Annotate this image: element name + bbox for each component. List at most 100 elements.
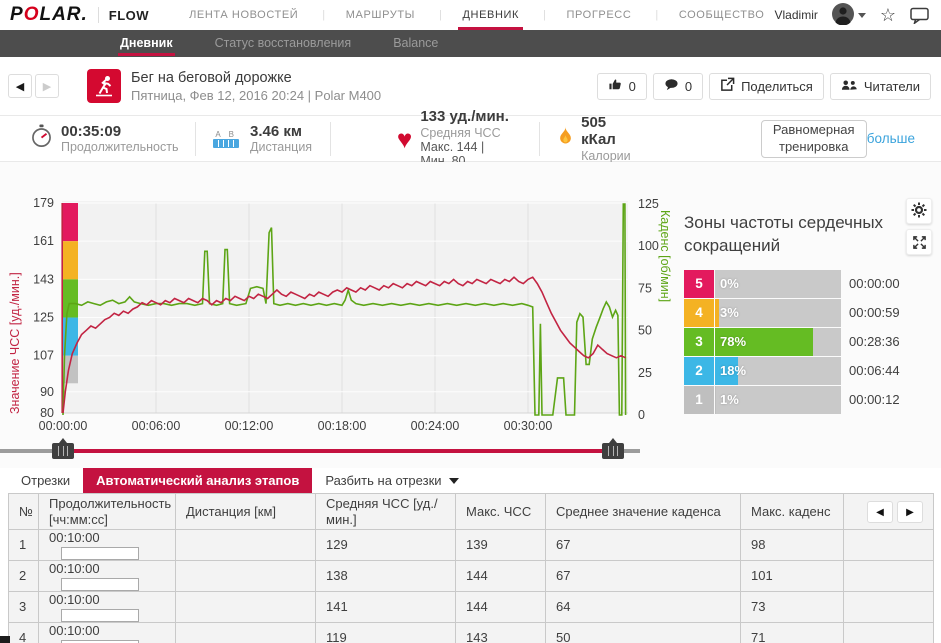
messages-icon[interactable] <box>910 7 929 24</box>
top-menu-item-label: СООБЩЕСТВО <box>678 8 765 21</box>
laps-cell: 144 <box>455 590 546 623</box>
duration-progress-box[interactable] <box>61 608 139 622</box>
divider <box>194 121 196 156</box>
duration-label: Продолжительность <box>61 139 179 154</box>
cadence-axis-label: Каденс [об/мин] <box>658 210 672 303</box>
laps-column-header: Средняя ЧСС [уд./мин.] <box>315 493 456 530</box>
summary-duration: 00:35:09 Продолжительность <box>30 123 179 155</box>
laps-tab-2[interactable]: Разбить на отрезки <box>312 468 471 493</box>
zone-time: 00:28:36 <box>849 333 900 349</box>
zone-bar-fill <box>715 385 717 414</box>
summary-calories: 505 кКал Калории <box>558 114 631 163</box>
stopwatch-icon <box>30 124 53 153</box>
summary-distance: AB 3.46 км Дистанция <box>209 123 312 155</box>
zone-number: 3 <box>684 327 714 356</box>
top-menu-item-прогресс[interactable]: ПРОГРЕСС <box>525 0 637 30</box>
duration-progress-box[interactable] <box>61 546 139 560</box>
svg-text:00:30:00: 00:30:00 <box>504 419 553 433</box>
zone-band <box>63 203 78 242</box>
laps-tabs: Отрезки Автоматический анализ этапов Разби… <box>0 468 941 493</box>
duration-progress-box[interactable] <box>61 577 139 591</box>
slider-selected-range[interactable] <box>62 449 614 453</box>
hr-zones-panel: Зоны частоты сердечных сокращений 5 0% 00:… <box>676 198 934 415</box>
laps-page-prev-button[interactable]: ◀ <box>867 501 893 524</box>
followers-button[interactable]: Читатели <box>829 72 931 100</box>
laps-cell: 138 <box>315 559 456 592</box>
zone-time: 00:06:44 <box>849 362 900 378</box>
summary-heart-rate: ♥ 133 уд./мин. Средняя ЧСС Макс. 144 | М… <box>397 108 509 168</box>
svg-text:25: 25 <box>638 366 652 380</box>
treadmill-running-icon <box>87 69 121 103</box>
laps-cell <box>175 590 316 623</box>
svg-text:00:18:00: 00:18:00 <box>318 419 367 433</box>
slider-handle-left[interactable] <box>52 438 74 459</box>
top-menu-item-label: ПРОГРЕСС <box>566 8 632 21</box>
share-icon <box>720 77 735 95</box>
laps-tab-0[interactable]: Отрезки <box>8 468 83 493</box>
laps-tab-1[interactable]: Автоматический анализ этапов <box>83 468 313 493</box>
laps-cell: 139 <box>455 528 546 561</box>
zone-number: 2 <box>684 356 714 385</box>
duration-progress-box[interactable] <box>61 639 139 643</box>
top-menu-item-маршруты[interactable]: МАРШРУТЫ <box>304 0 421 30</box>
laps-page-next-button[interactable]: ▶ <box>897 501 923 524</box>
divider <box>539 121 541 156</box>
share-button[interactable]: Поделиться <box>709 72 824 100</box>
followers-label: Читатели <box>863 78 920 94</box>
laps-cell: 1 <box>8 528 39 561</box>
chart-section: Значение ЧСС [уд./мин.] Каденс [об/мин] … <box>0 162 941 468</box>
chart-settings-button[interactable] <box>906 198 932 224</box>
previous-session-button[interactable]: ◀ <box>8 74 32 98</box>
fullscreen-expand-icon[interactable] <box>906 229 932 255</box>
laps-column-header: Макс. каденс <box>740 493 844 530</box>
next-session-button[interactable]: ▶ <box>35 74 59 98</box>
comment-button[interactable]: 0 <box>652 72 704 100</box>
top-menu-item-лента-новостей[interactable]: ЛЕНТА НОВОСТЕЙ <box>183 0 304 30</box>
svg-text:00:12:00: 00:12:00 <box>225 419 274 433</box>
polar-logo-text: POLAR. <box>10 4 88 25</box>
laps-cell: 73 <box>740 590 844 623</box>
activity-header: ◀ ▶ Бег на беговой дорожке Пятница, Фев … <box>0 57 941 115</box>
laps-cell: 71 <box>740 621 844 643</box>
hr-cadence-chart[interactable]: 1791611431251079080125100755025000:00:00… <box>0 162 941 437</box>
flow-label: FLOW <box>108 7 150 23</box>
laps-cell: 98 <box>740 528 844 561</box>
activity-titles: Бег на беговой дорожке Пятница, Фев 12, … <box>131 70 381 103</box>
zone-percent: 18% <box>720 362 747 378</box>
slider-handle-right[interactable] <box>602 438 624 459</box>
svg-text:143: 143 <box>33 272 54 286</box>
svg-text:75: 75 <box>638 281 652 295</box>
zone-number: 4 <box>684 298 714 327</box>
avatar-icon <box>831 2 854 28</box>
laps-column-header: Среднее значение каденса <box>545 493 741 530</box>
favorites-star-icon[interactable]: ☆ <box>879 5 896 25</box>
flame-icon <box>558 126 573 151</box>
svg-text:00:24:00: 00:24:00 <box>411 419 460 433</box>
top-menu-item-дневник[interactable]: ДНЕВНИК <box>421 0 525 30</box>
polar-logo[interactable]: POLAR. <box>10 0 88 30</box>
laps-cell: 50 <box>545 621 741 643</box>
zone-bar-track: 3% <box>715 298 841 327</box>
sub-nav-item-дневник[interactable]: Дневник <box>118 30 175 57</box>
like-count: 0 <box>628 78 636 94</box>
user-menu-button[interactable] <box>831 2 866 28</box>
more-link[interactable]: больше <box>866 131 915 146</box>
svg-text:00:00:00: 00:00:00 <box>39 419 88 433</box>
laps-cell <box>843 590 934 623</box>
activity-actions: 0 0 Поделиться Читатели <box>596 72 931 100</box>
laps-table-row: 4 00:10:00 119 143 50 71 <box>8 621 934 643</box>
sub-nav-item-статус-восстановления[interactable]: Статус восстановления <box>213 30 354 57</box>
zone-band <box>63 241 78 280</box>
training-benefit-button[interactable]: Равномерная тренировка <box>760 119 867 158</box>
zone-time: 00:00:00 <box>849 275 900 291</box>
sub-nav-item-balance[interactable]: Balance <box>391 30 440 57</box>
like-button[interactable]: 0 <box>596 72 647 100</box>
laps-cell <box>843 528 934 561</box>
top-menu-item-сообщество[interactable]: СООБЩЕСТВО <box>637 0 770 30</box>
top-menu: ЛЕНТА НОВОСТЕЙ МАРШРУТЫ ДНЕВНИК ПРОГРЕСС СОО… <box>183 0 770 30</box>
laps-cell <box>175 621 316 643</box>
ruler-icon: AB <box>209 130 242 148</box>
laps-cell: 129 <box>315 528 456 561</box>
laps-pager: ◀ ▶ <box>854 501 923 524</box>
laps-cell: 2 <box>8 559 39 592</box>
